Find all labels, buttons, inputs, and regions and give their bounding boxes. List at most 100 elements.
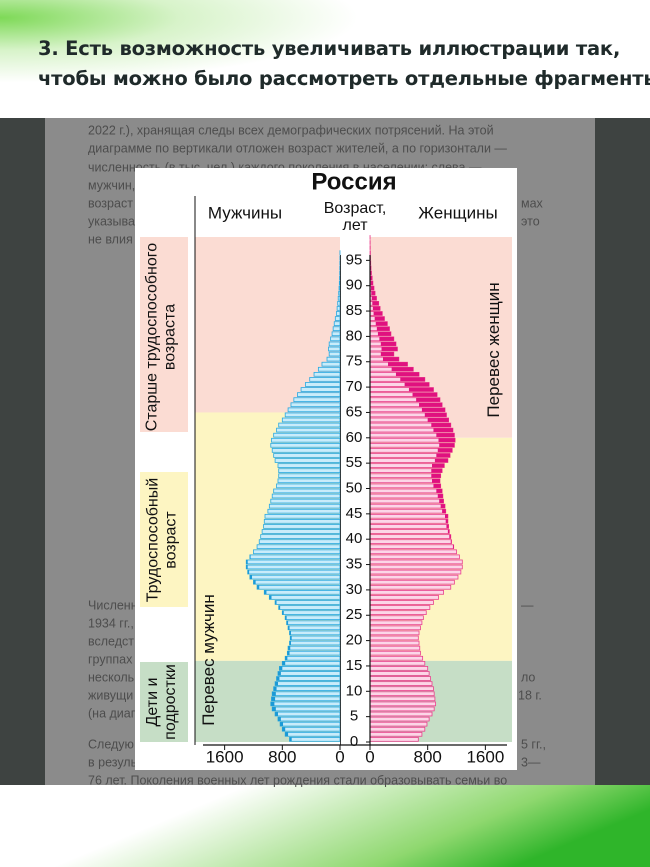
label-box-working — [140, 472, 188, 607]
document-line: 2022 г.), хранящая следы всех демографич… — [88, 123, 494, 137]
excess-women — [395, 372, 420, 377]
document-line: 1934 гг., — [88, 616, 134, 630]
bar-women — [369, 686, 434, 691]
age-tick-label: 20 — [346, 632, 363, 649]
bar-women — [369, 544, 455, 550]
bar-men — [277, 671, 341, 676]
bar-men — [278, 605, 341, 610]
bar-women — [369, 721, 428, 727]
excess-men — [264, 590, 267, 595]
excess-men — [271, 696, 276, 701]
bar-men — [289, 737, 341, 742]
excess-men — [288, 625, 290, 630]
excess-women — [449, 534, 451, 539]
document-line: нескольк — [88, 670, 140, 684]
document-line: — — [521, 598, 534, 612]
excess-women — [381, 347, 398, 351]
excess-men — [276, 676, 280, 681]
excess-men — [289, 737, 292, 742]
excess-men — [278, 605, 281, 610]
excess-men — [275, 681, 278, 686]
bar-women — [369, 519, 449, 524]
excess-women — [436, 453, 451, 458]
age-tick-label: 25 — [346, 606, 363, 623]
excess-women — [379, 336, 394, 341]
bar-men — [337, 301, 341, 306]
bar-men — [284, 615, 341, 621]
bar-men — [338, 290, 341, 296]
chart: Россия Мужчины Женщины 0 5 10 15 20 25 30 35 40 45 50… — [140, 168, 512, 766]
bar-men — [278, 473, 341, 479]
excess-women — [433, 428, 453, 433]
age-tick-label: 90 — [346, 277, 363, 294]
x-tick-men-label: 0 — [335, 747, 344, 766]
axis-strip — [340, 237, 370, 742]
bar-men — [273, 453, 341, 458]
chart-title: Россия — [311, 168, 396, 195]
bar-women — [369, 650, 421, 656]
excess-women — [427, 418, 449, 422]
excess-men — [286, 620, 289, 625]
bar-men — [273, 432, 341, 438]
bar-men — [249, 574, 341, 580]
excess-men — [275, 712, 278, 716]
x-tick-men-label: 800 — [268, 747, 296, 766]
document-line: 18 г. — [518, 688, 542, 702]
label-box-children — [140, 662, 188, 742]
bar-women — [369, 498, 444, 504]
bar-men — [297, 392, 341, 397]
excess-women — [437, 448, 453, 453]
bar-women — [369, 539, 452, 544]
excess-men — [280, 722, 284, 727]
bar-women — [369, 534, 452, 539]
footer-background — [0, 785, 650, 867]
excess-women — [439, 443, 455, 448]
bar-men — [271, 696, 341, 702]
age-tick-label: 15 — [346, 657, 363, 674]
excess-women — [370, 286, 374, 291]
excess-women — [372, 306, 381, 311]
bar-men — [271, 493, 341, 499]
bar-men — [271, 448, 341, 453]
bar-women — [369, 696, 436, 702]
bar-men — [289, 635, 341, 641]
excess-men — [279, 666, 283, 671]
bar-men — [270, 442, 341, 448]
document-line: мужчин, — [88, 178, 135, 192]
bar-men — [289, 630, 341, 636]
bar-men — [328, 346, 341, 352]
excess-women — [376, 326, 390, 331]
bar-men — [271, 437, 341, 443]
bar-men — [268, 503, 341, 509]
excess-women — [388, 362, 408, 367]
age-tick-label: 35 — [346, 556, 363, 573]
bar-men — [309, 377, 341, 382]
excess-women — [436, 489, 443, 493]
bar-men — [335, 311, 341, 316]
bar-women — [369, 615, 424, 621]
excess-men — [285, 615, 287, 620]
header-background — [0, 0, 650, 118]
excess-women — [445, 519, 448, 524]
bar-men — [267, 508, 341, 514]
excess-women — [408, 387, 434, 392]
x-tick-men-label: 1600 — [206, 747, 244, 766]
excess-women — [431, 468, 443, 473]
axis-title: Возраст, лет — [323, 200, 387, 234]
excess-women — [434, 458, 448, 463]
excess-men — [285, 732, 289, 737]
annotation: Перевес женщин — [484, 282, 503, 418]
excess-women — [391, 367, 414, 372]
document-line: не влия — [88, 232, 133, 246]
excess-men — [289, 630, 291, 635]
document-line: диаграмме по вертикали отложен возраст ж… — [88, 141, 507, 155]
excess-men — [277, 671, 281, 676]
excess-women — [377, 331, 391, 336]
bar-men — [304, 382, 341, 387]
bar-women — [369, 630, 420, 636]
bar-men — [284, 731, 341, 737]
excess-men — [272, 707, 276, 711]
bar-women — [369, 579, 455, 585]
document-line: 76 лет. Поколения военных лет рождения с… — [88, 773, 507, 787]
bar-men — [284, 412, 341, 418]
